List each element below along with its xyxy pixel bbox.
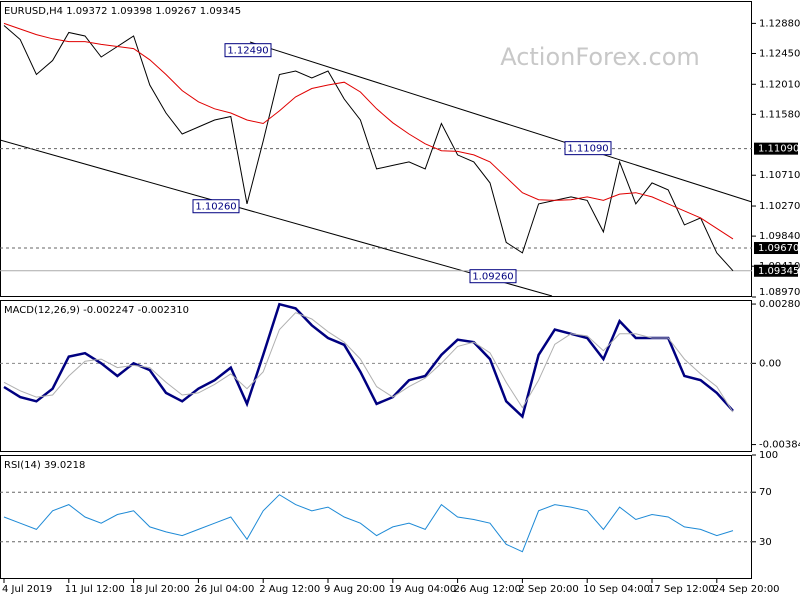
y-tick-label: 30 bbox=[759, 537, 772, 548]
y-tick-label: -0.003848 bbox=[759, 440, 800, 451]
panel-title: EURUSD,H4 1.09372 1.09398 1.09267 1.0934… bbox=[4, 6, 241, 17]
annotation-label: 1.11090 bbox=[567, 144, 608, 155]
channel-upper bbox=[249, 41, 753, 203]
x-tick-label: 19 Aug 04:00 bbox=[389, 584, 456, 595]
x-tick-label: 2 Aug 12:00 bbox=[259, 584, 320, 595]
annotation-label: 1.10260 bbox=[195, 202, 236, 213]
panel-title: RSI(14) 39.0218 bbox=[4, 460, 85, 471]
series-line bbox=[3, 312, 734, 413]
x-tick-label: 18 Jul 20:00 bbox=[130, 584, 190, 595]
panel-title: MACD(12,26,9) -0.002247 -0.002310 bbox=[4, 305, 189, 316]
series-line bbox=[3, 494, 734, 553]
price-box bbox=[754, 242, 798, 255]
y-tick-label: 100 bbox=[759, 450, 778, 461]
price-box bbox=[754, 264, 798, 277]
x-tick-label: 4 Jul 2019 bbox=[2, 584, 52, 595]
series-line bbox=[3, 302, 734, 419]
y-tick-label: 1.12010 bbox=[759, 79, 800, 90]
annotation-box bbox=[224, 43, 272, 58]
y-tick-label: 1.12450 bbox=[759, 48, 800, 59]
x-tick-label: 9 Aug 20:00 bbox=[324, 584, 385, 595]
series-line bbox=[3, 22, 734, 240]
y-tick-label: 1.11580 bbox=[759, 109, 800, 120]
x-tick-label: 2 Sep 20:00 bbox=[518, 584, 578, 595]
y-tick-label: 1.10270 bbox=[759, 201, 800, 212]
x-tick-label: 17 Sep 12:00 bbox=[648, 584, 715, 595]
annotation-box bbox=[564, 141, 612, 156]
axis-bg bbox=[752, 455, 800, 579]
y-tick-label: 1.12880 bbox=[759, 18, 800, 29]
x-tick-label: 11 Jul 12:00 bbox=[65, 584, 125, 595]
x-tick-label: 24 Sep 20:00 bbox=[713, 584, 780, 595]
y-tick-label: 0.00 bbox=[759, 358, 781, 369]
axis-bg bbox=[752, 300, 800, 452]
y-tick-label: 1.10710 bbox=[759, 170, 800, 181]
watermark: ActionForex.com bbox=[500, 43, 700, 71]
y-tick-label: 70 bbox=[759, 487, 772, 498]
annotation-label: 1.12490 bbox=[227, 46, 268, 57]
panel-frame bbox=[0, 455, 752, 579]
price-box-label: 1.09670 bbox=[758, 243, 799, 254]
x-tick-label: 26 Jul 04:00 bbox=[194, 584, 254, 595]
annotation-box bbox=[469, 269, 517, 284]
price-box bbox=[754, 142, 798, 155]
annotation-box bbox=[192, 199, 240, 214]
y-tick-label: 1.09840 bbox=[759, 231, 800, 242]
y-tick-label: 0.002808 bbox=[759, 299, 800, 310]
x-tick-label: 10 Sep 04:00 bbox=[583, 584, 650, 595]
annotation-label: 1.09260 bbox=[472, 272, 513, 283]
x-tick-label: 26 Aug 12:00 bbox=[454, 584, 521, 595]
price-box-label: 1.11090 bbox=[758, 144, 799, 155]
y-tick-label: 1.08970 bbox=[759, 287, 800, 298]
panel-frame bbox=[0, 300, 752, 452]
price-box-label: 1.09345 bbox=[758, 266, 799, 277]
channel-lower bbox=[0, 139, 553, 297]
